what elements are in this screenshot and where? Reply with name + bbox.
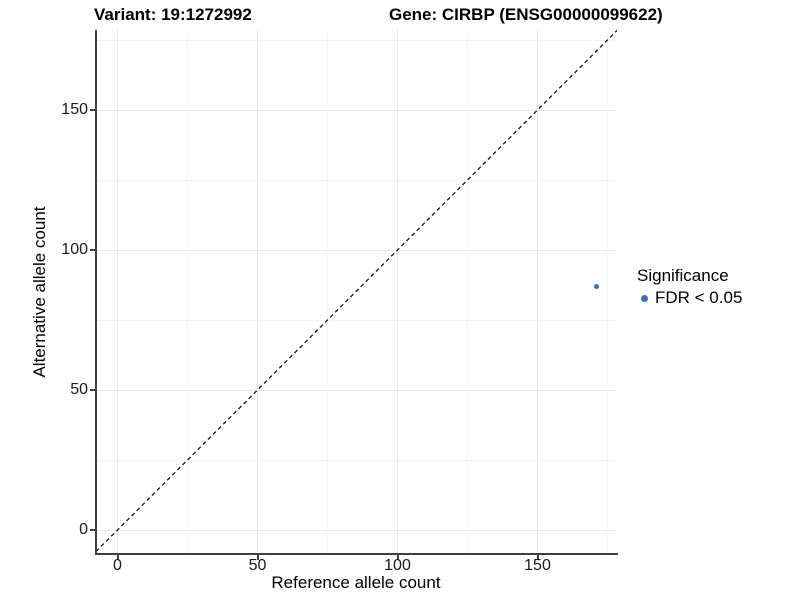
y-tick-label: 0 — [79, 521, 88, 538]
y-tick-mark — [90, 249, 95, 251]
identity-line-layer — [96, 30, 617, 552]
x-tick-label: 0 — [113, 557, 122, 574]
x-tick-mark — [536, 555, 539, 560]
y-tick-label: 150 — [61, 101, 88, 118]
y-tick-mark — [90, 389, 95, 391]
x-tick-mark — [116, 555, 119, 560]
gridline-major-vertical — [117, 30, 118, 553]
x-tick-label: 150 — [524, 557, 551, 574]
x-tick-mark — [256, 555, 259, 560]
gridline-minor-horizontal — [96, 319, 617, 321]
y-axis-line — [95, 30, 97, 555]
gene-title: Gene: CIRBP (ENSG00000099622) — [389, 5, 663, 24]
gridline-major-vertical — [257, 30, 258, 553]
data-point — [593, 283, 599, 289]
plot-panel — [96, 30, 617, 553]
gridline-minor-vertical — [607, 30, 608, 553]
gridline-minor-horizontal — [96, 459, 617, 461]
legend-title: Significance — [637, 266, 729, 285]
gridline-major-horizontal — [96, 389, 617, 391]
x-axis-title: Reference allele count — [271, 573, 441, 592]
gridline-major-vertical — [537, 30, 538, 553]
x-tick-label: 50 — [248, 557, 267, 574]
y-tick-mark — [90, 529, 95, 531]
gridline-minor-vertical — [467, 30, 468, 553]
legend-point-icon — [641, 294, 648, 302]
y-tick-mark — [90, 109, 95, 111]
legend-item-label: FDR < 0.05 — [655, 288, 743, 307]
gridline-minor-horizontal — [96, 39, 617, 41]
legend-item: FDR < 0.05 — [637, 288, 742, 308]
gridline-major-horizontal — [96, 249, 617, 251]
gridline-minor-vertical — [327, 30, 328, 553]
identity-dashed-line — [96, 30, 617, 552]
variant-title: Variant: 19:1272992 — [94, 5, 252, 24]
y-tick-label: 50 — [70, 381, 88, 398]
x-tick-label: 100 — [384, 557, 411, 574]
gridline-minor-vertical — [187, 30, 188, 553]
gridline-major-horizontal — [96, 529, 617, 531]
legend: Significance FDR < 0.05 — [637, 266, 742, 308]
gridline-minor-horizontal — [96, 179, 617, 181]
x-axis-line — [95, 553, 618, 555]
gridline-major-horizontal — [96, 109, 617, 111]
y-tick-label: 100 — [61, 241, 88, 258]
x-tick-mark — [396, 555, 399, 560]
gridline-major-vertical — [397, 30, 398, 553]
